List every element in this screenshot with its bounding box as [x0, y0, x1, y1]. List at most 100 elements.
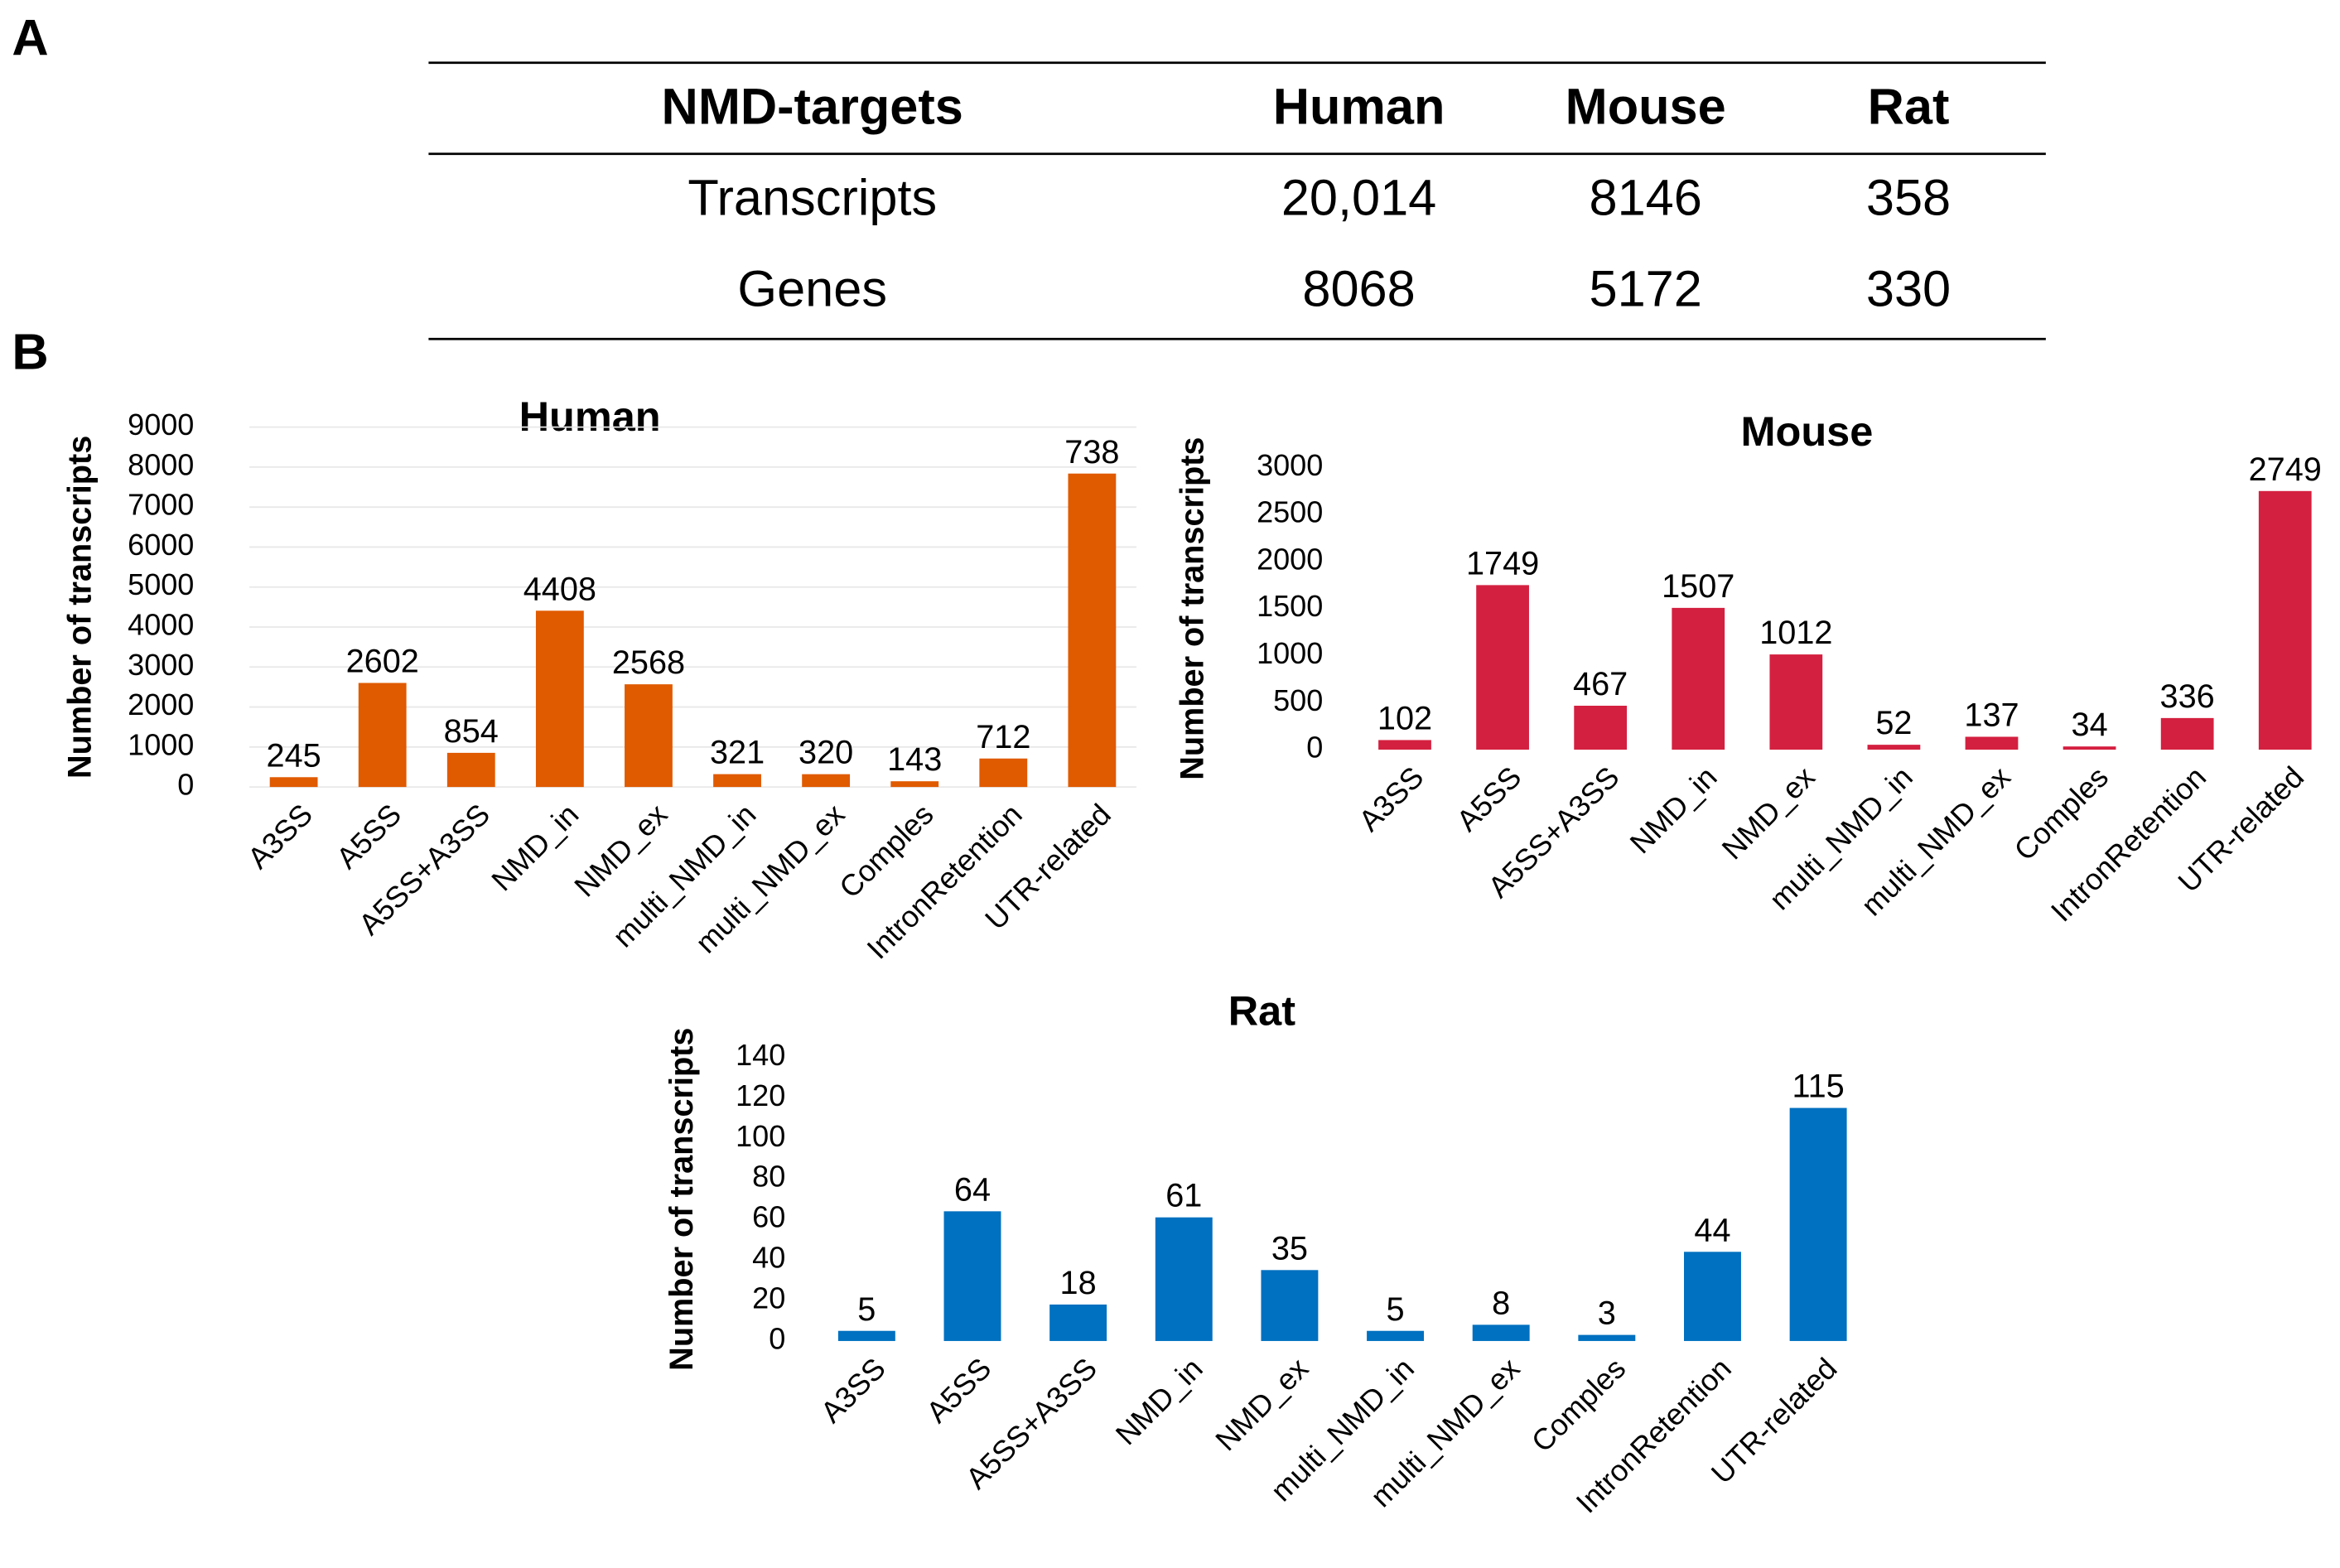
data-label: 320 [798, 735, 853, 771]
y-tick-label: 3000 [128, 648, 194, 682]
bar [802, 774, 851, 788]
panel-label: A [12, 10, 48, 66]
y-tick-label: 20 [752, 1281, 785, 1315]
data-label: 143 [887, 741, 942, 778]
y-tick-label: 2000 [128, 688, 194, 721]
y-tick-label: 0 [1306, 731, 1323, 765]
bar [1367, 1330, 1425, 1341]
bar [943, 1211, 1001, 1341]
data-label: 8 [1492, 1285, 1510, 1321]
bar [1789, 1107, 1847, 1341]
data-label: 5 [1387, 1291, 1405, 1328]
table-cell: 5172 [1590, 261, 1702, 317]
data-label: 137 [1964, 697, 2019, 734]
y-tick-label: 500 [1273, 683, 1323, 717]
y-tick-label: 80 [752, 1160, 785, 1194]
data-label: 5 [857, 1291, 876, 1328]
data-label: 34 [2072, 707, 2108, 743]
chart-title: Mouse [1740, 408, 1873, 455]
table-header: Rat [1868, 79, 1950, 135]
y-tick-label: 7000 [128, 488, 194, 522]
y-axis-label: Number of transcripts [62, 436, 99, 779]
data-label: 35 [1271, 1230, 1308, 1266]
y-tick-label: 0 [177, 768, 194, 802]
data-label: 102 [1377, 700, 1432, 736]
table-header: Human [1273, 79, 1445, 135]
y-tick-label: 3000 [1257, 448, 1323, 482]
data-label: 115 [1792, 1069, 1844, 1105]
table-header: Mouse [1566, 79, 1726, 135]
table-cell: 20,014 [1281, 170, 1436, 226]
bar [1476, 585, 1529, 750]
chart-title: Human [519, 393, 661, 440]
data-label: 1012 [1759, 615, 1832, 651]
bar [837, 1330, 895, 1341]
data-label: 2602 [346, 644, 419, 680]
bar [1049, 1304, 1107, 1341]
bar [713, 774, 761, 788]
data-label: 321 [710, 735, 765, 771]
y-tick-label: 9000 [128, 408, 194, 441]
data-label: 1749 [1466, 545, 1539, 581]
bar [1672, 607, 1725, 750]
bar [2160, 717, 2214, 750]
bar [1155, 1217, 1213, 1341]
y-tick-label: 1000 [1257, 636, 1323, 670]
bar [1378, 740, 1431, 750]
bar [2258, 490, 2312, 750]
y-axis-label: Number of transcripts [1175, 437, 1211, 780]
data-label: 4408 [523, 571, 596, 607]
table-cell: 8146 [1590, 170, 1702, 226]
y-tick-label: 120 [736, 1078, 785, 1112]
data-label: 64 [954, 1171, 991, 1208]
table-cell: 358 [1866, 170, 1951, 226]
table-cell: Genes [737, 261, 887, 317]
panel-label: B [12, 323, 48, 379]
bar [1867, 745, 1921, 750]
bar [1683, 1252, 1741, 1341]
bar [2063, 746, 2116, 750]
data-label: 738 [1064, 434, 1119, 470]
bar [890, 781, 939, 788]
data-label: 1507 [1662, 568, 1734, 605]
bar [1769, 654, 1823, 750]
data-label: 3 [1598, 1295, 1616, 1332]
data-label: 245 [267, 737, 321, 774]
table-cell: 8068 [1302, 261, 1415, 317]
bar [269, 777, 318, 788]
y-tick-label: 140 [736, 1038, 785, 1072]
y-tick-label: 6000 [128, 528, 194, 562]
data-label: 2568 [612, 644, 685, 681]
data-label: 18 [1060, 1265, 1097, 1301]
data-label: 61 [1165, 1178, 1202, 1214]
bar [446, 752, 495, 788]
y-tick-label: 1000 [128, 727, 194, 761]
bar [1965, 736, 2019, 750]
chart-title: Rat [1228, 987, 1296, 1034]
bar [1068, 473, 1117, 788]
table-cell: Transcripts [688, 170, 937, 226]
data-label: 44 [1694, 1212, 1730, 1248]
data-label: 336 [2160, 678, 2215, 715]
y-tick-label: 8000 [128, 447, 194, 481]
table-header: NMD-targets [662, 79, 963, 135]
bar [1578, 1334, 1636, 1341]
data-label: 2749 [2249, 451, 2322, 488]
bar [625, 684, 673, 788]
bar [535, 610, 584, 788]
y-tick-label: 40 [752, 1241, 785, 1275]
y-tick-label: 1500 [1257, 589, 1323, 623]
y-tick-label: 2000 [1257, 542, 1323, 576]
y-tick-label: 60 [752, 1200, 785, 1234]
bar [1574, 705, 1628, 750]
y-tick-label: 2500 [1257, 495, 1323, 529]
bar [1472, 1324, 1530, 1341]
y-tick-label: 4000 [128, 608, 194, 642]
data-label: 712 [976, 719, 1030, 755]
bar [979, 758, 1028, 788]
data-label: 52 [1875, 705, 1912, 741]
bar [1261, 1270, 1319, 1341]
data-label: 467 [1573, 666, 1628, 702]
y-axis-label: Number of transcripts [663, 1028, 700, 1371]
